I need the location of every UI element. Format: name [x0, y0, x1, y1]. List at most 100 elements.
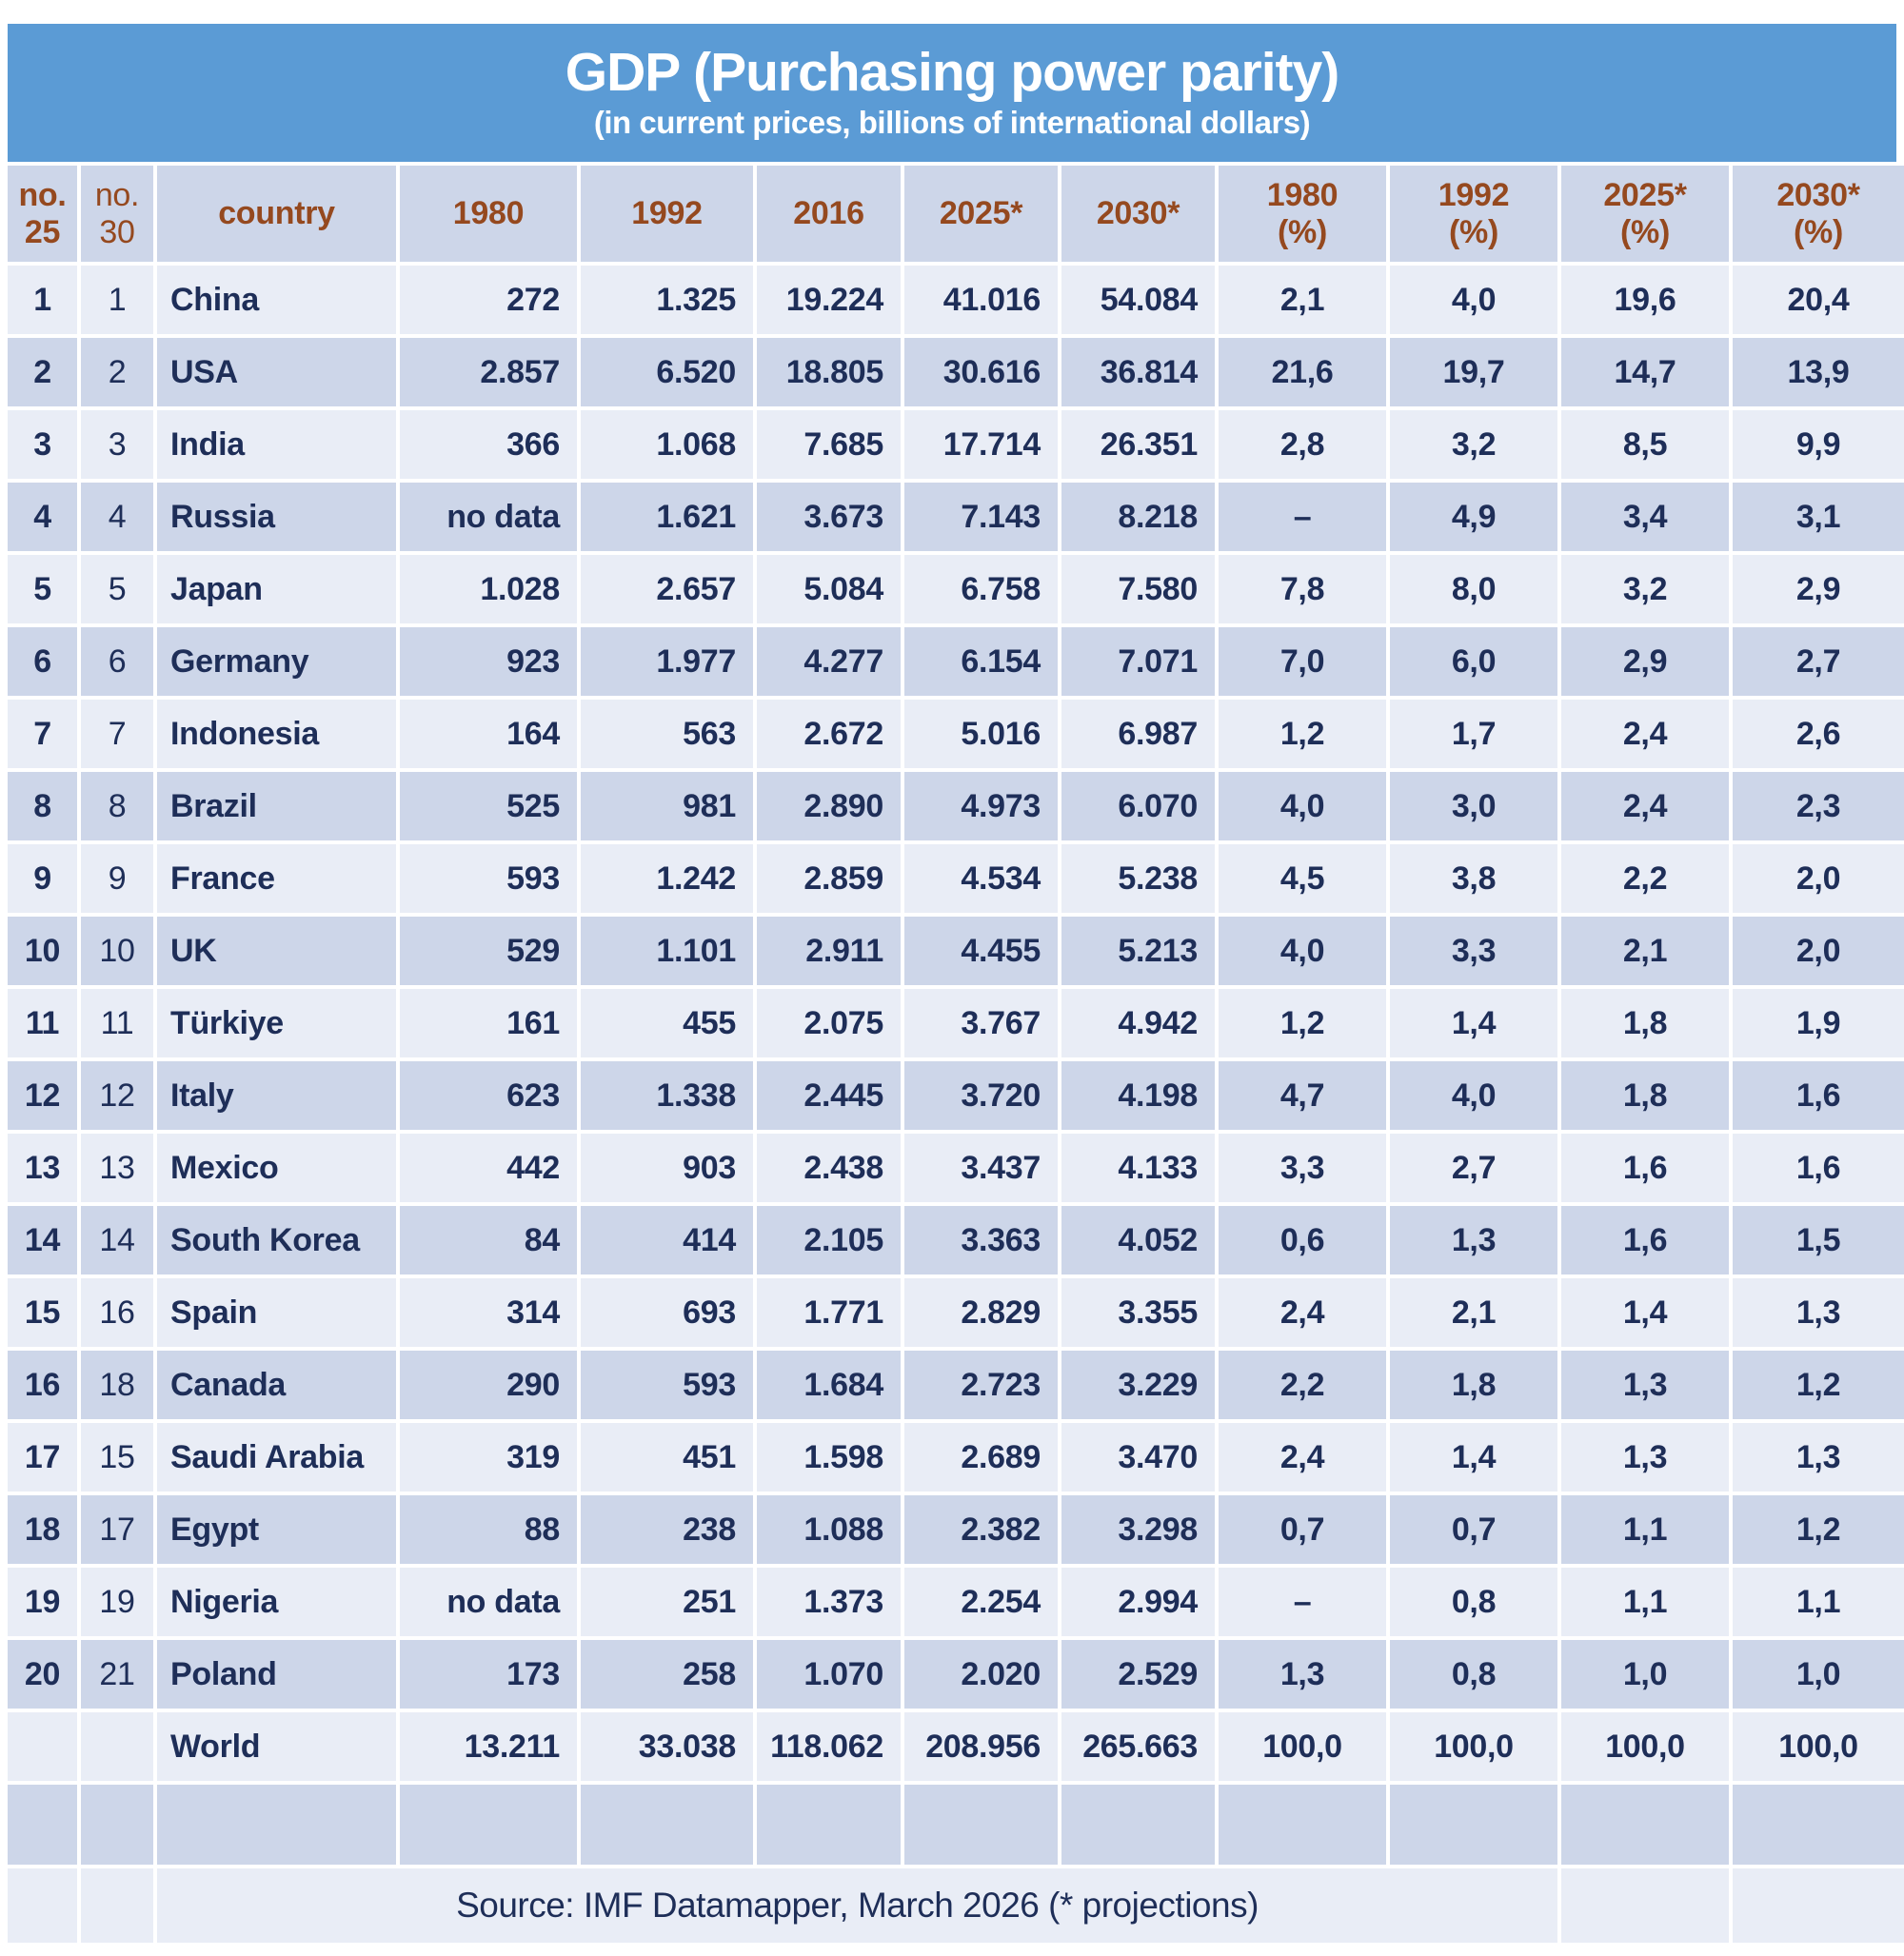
cell-rank-no30: 13	[81, 1134, 153, 1202]
cell-pct-2030: 20,4	[1733, 266, 1904, 334]
col-header-pct-1980: 1980 (%)	[1219, 166, 1386, 262]
cell-gdp-2016: 2.911	[757, 917, 901, 985]
cell-pct-2025: 1,1	[1561, 1568, 1729, 1636]
col-header-country: country	[157, 166, 396, 262]
cell-country: Russia	[157, 483, 396, 551]
cell-pct-2030: 1,2	[1733, 1495, 1904, 1564]
cell-pct-2025: 1,0	[1561, 1640, 1729, 1709]
cell-pct-1992: 2,7	[1390, 1134, 1557, 1202]
cell-gdp-2016: 4.277	[757, 627, 901, 696]
cell-world-gdp-1980: 13.211	[400, 1712, 577, 1781]
cell-gdp-2025: 3.767	[904, 989, 1058, 1057]
cell-gdp-2030: 3.229	[1061, 1351, 1215, 1419]
col-header-gdp-2016: 2016	[757, 166, 901, 262]
empty-cell	[1733, 1785, 1904, 1865]
cell-pct-1980: 4,0	[1219, 772, 1386, 840]
empty-cell	[1061, 1785, 1215, 1865]
cell-gdp-2025: 2.689	[904, 1423, 1058, 1492]
cell-rank-no30: 14	[81, 1206, 153, 1274]
cell-gdp-2030: 26.351	[1061, 410, 1215, 479]
cell-pct-2025: 8,5	[1561, 410, 1729, 479]
cell-gdp-2030: 2.994	[1061, 1568, 1215, 1636]
empty-cell	[81, 1785, 153, 1865]
cell-gdp-2016: 2.859	[757, 844, 901, 913]
page-title: GDP (Purchasing power parity)	[565, 41, 1339, 103]
cell-pct-1992: 3,2	[1390, 410, 1557, 479]
cell-world-gdp-2016: 118.062	[757, 1712, 901, 1781]
cell-pct-1980: 2,4	[1219, 1278, 1386, 1347]
cell-gdp-1992: 981	[581, 772, 753, 840]
cell-gdp-2025: 4.534	[904, 844, 1058, 913]
table-row: 10 10 UK 529 1.101 2.911 4.455 5.213 4,0 3,3 2,1 2,…	[8, 917, 1904, 985]
cell-gdp-2030: 4.133	[1061, 1134, 1215, 1202]
table-row: 15 16 Spain 314 693 1.771 2.829 3.355 2,4 2,1 1,4 1…	[8, 1278, 1904, 1347]
cell-world-rank-no30	[81, 1712, 153, 1781]
cell-gdp-2025: 6.154	[904, 627, 1058, 696]
cell-rank-no30: 11	[81, 989, 153, 1057]
cell-gdp-2025: 4.973	[904, 772, 1058, 840]
cell-country: South Korea	[157, 1206, 396, 1274]
cell-rank-no30: 19	[81, 1568, 153, 1636]
cell-world-gdp-2030: 265.663	[1061, 1712, 1215, 1781]
cell-gdp-1992: 455	[581, 989, 753, 1057]
cell-pct-1980: 7,0	[1219, 627, 1386, 696]
cell-pct-2030: 1,5	[1733, 1206, 1904, 1274]
cell-gdp-2030: 6.987	[1061, 700, 1215, 768]
cell-country: China	[157, 266, 396, 334]
cell-pct-1980: 21,6	[1219, 338, 1386, 406]
cell-gdp-1980: 88	[400, 1495, 577, 1564]
cell-rank-no30: 8	[81, 772, 153, 840]
cell-gdp-1980: 593	[400, 844, 577, 913]
cell-pct-2025: 2,4	[1561, 772, 1729, 840]
gdp-table: no. 25 no. 30 country 1980 1992 2016 2025* 2030…	[8, 166, 1904, 1943]
cell-pct-2025: 1,6	[1561, 1134, 1729, 1202]
cell-pct-1992: 2,1	[1390, 1278, 1557, 1347]
empty-cell	[1219, 1785, 1386, 1865]
cell-pct-1980: –	[1219, 1568, 1386, 1636]
cell-gdp-2030: 3.298	[1061, 1495, 1215, 1564]
cell-gdp-2025: 7.143	[904, 483, 1058, 551]
cell-country: Brazil	[157, 772, 396, 840]
cell-rank-no30: 6	[81, 627, 153, 696]
cell-pct-2025: 19,6	[1561, 266, 1729, 334]
cell-pct-2030: 1,6	[1733, 1134, 1904, 1202]
cell-gdp-1992: 1.068	[581, 410, 753, 479]
cell-country: Türkiye	[157, 989, 396, 1057]
cell-pct-1992: 8,0	[1390, 555, 1557, 623]
cell-pct-2025: 14,7	[1561, 338, 1729, 406]
cell-pct-1992: 4,0	[1390, 266, 1557, 334]
cell-world-pct-2025: 100,0	[1561, 1712, 1729, 1781]
cell-gdp-1992: 563	[581, 700, 753, 768]
cell-pct-2025: 3,2	[1561, 555, 1729, 623]
cell-pct-1980: 0,7	[1219, 1495, 1386, 1564]
cell-gdp-2016: 2.672	[757, 700, 901, 768]
cell-gdp-1992: 251	[581, 1568, 753, 1636]
empty-cell	[157, 1785, 396, 1865]
empty-cell	[1561, 1785, 1729, 1865]
cell-gdp-2025: 2.829	[904, 1278, 1058, 1347]
cell-pct-1980: 2,4	[1219, 1423, 1386, 1492]
table-row: 11 11 Türkiye 161 455 2.075 3.767 4.942 1,2 1,4 1,…	[8, 989, 1904, 1057]
cell-gdp-2016: 7.685	[757, 410, 901, 479]
cell-rank-no25: 7	[8, 700, 77, 768]
world-total-row: World 13.211 33.038 118.062 208.956 265.663 10…	[8, 1712, 1904, 1781]
cell-rank-no25: 15	[8, 1278, 77, 1347]
cell-country: Egypt	[157, 1495, 396, 1564]
table-row: 17 15 Saudi Arabia 319 451 1.598 2.689 3.470 2,4…	[8, 1423, 1904, 1492]
cell-gdp-2030: 4.052	[1061, 1206, 1215, 1274]
cell-pct-2030: 2,0	[1733, 917, 1904, 985]
cell-pct-2030: 3,1	[1733, 483, 1904, 551]
cell-rank-no30: 2	[81, 338, 153, 406]
cell-country: Poland	[157, 1640, 396, 1709]
cell-pct-1980: 1,2	[1219, 989, 1386, 1057]
cell-rank-no30: 18	[81, 1351, 153, 1419]
cell-rank-no30: 12	[81, 1061, 153, 1130]
cell-gdp-2016: 1.070	[757, 1640, 901, 1709]
cell-gdp-2016: 1.373	[757, 1568, 901, 1636]
empty-cell	[1390, 1785, 1557, 1865]
cell-pct-2030: 1,6	[1733, 1061, 1904, 1130]
table-row: 5 5 Japan 1.028 2.657 5.084 6.758 7.580 7,8 8,0 3,…	[8, 555, 1904, 623]
cell-pct-2025: 1,8	[1561, 989, 1729, 1057]
cell-rank-no25: 8	[8, 772, 77, 840]
cell-gdp-1992: 2.657	[581, 555, 753, 623]
